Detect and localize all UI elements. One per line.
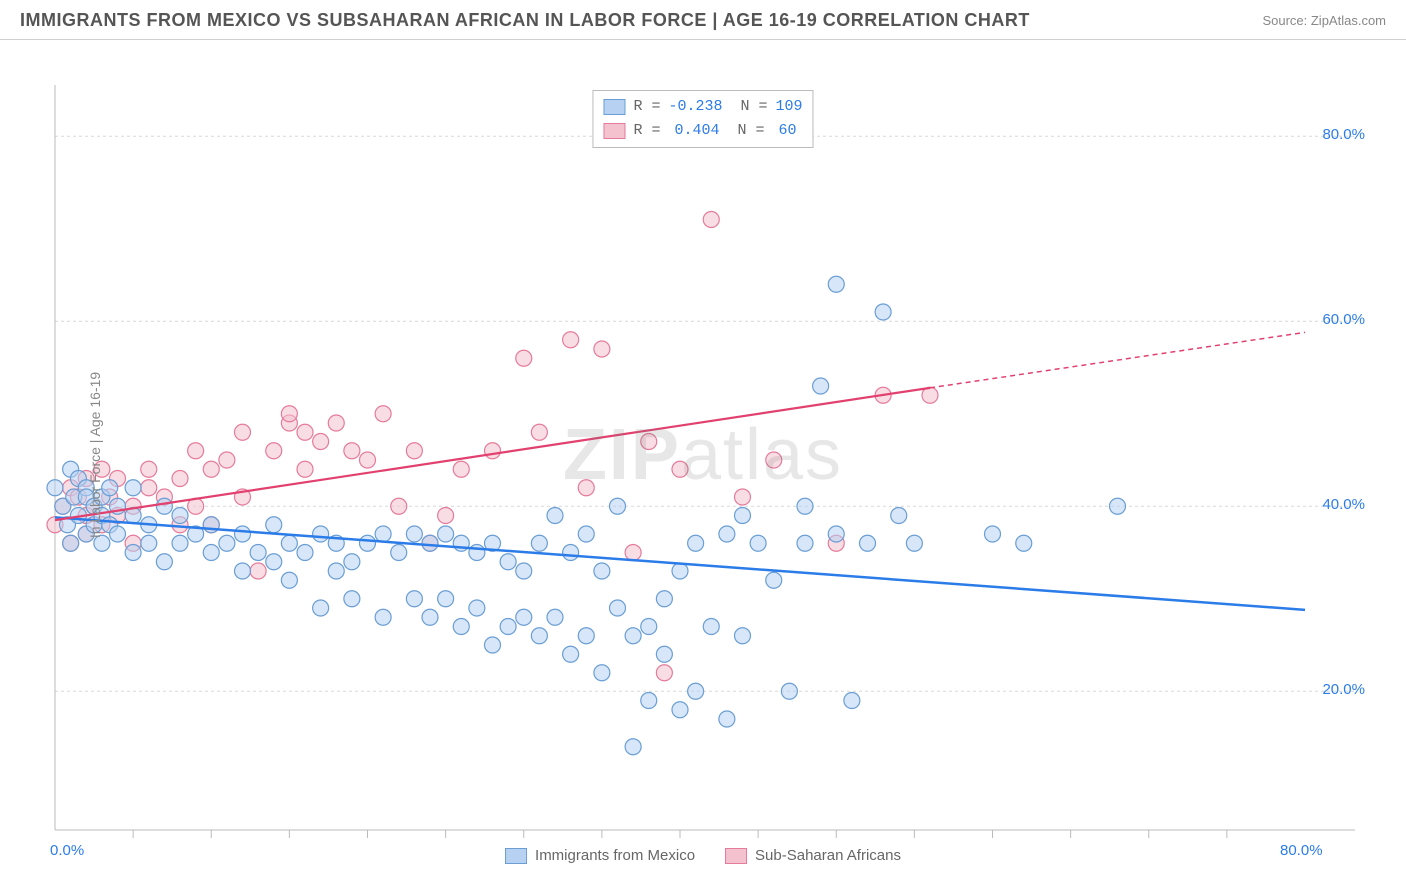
x-tick-label: 80.0%: [1280, 842, 1323, 859]
legend-label-subsaharan: Sub-Saharan Africans: [755, 847, 901, 864]
chart-source: Source: ZipAtlas.com: [1262, 13, 1386, 28]
legend-swatch-subsaharan: [725, 848, 747, 864]
stat-r-label: R =: [633, 119, 660, 143]
chart-area: In Labor Force | Age 16-19 ZIPatlas R = …: [0, 40, 1406, 870]
y-axis-label: In Labor Force | Age 16-19: [87, 372, 103, 538]
swatch-mexico: [603, 99, 625, 115]
stats-row-subsaharan: R = 0.404 N = 60: [603, 119, 802, 143]
stats-box: R = -0.238 N = 109 R = 0.404 N = 60: [592, 90, 813, 148]
y-tick-label: 60.0%: [1322, 311, 1365, 328]
stat-n-label: N =: [741, 95, 768, 119]
y-tick-label: 20.0%: [1322, 681, 1365, 698]
swatch-subsaharan: [603, 123, 625, 139]
stats-row-mexico: R = -0.238 N = 109: [603, 95, 802, 119]
stat-n-subsaharan: 60: [779, 119, 797, 143]
y-tick-label: 40.0%: [1322, 496, 1365, 513]
stat-n-mexico: 109: [776, 95, 803, 119]
stat-n-label: N =: [738, 119, 765, 143]
scatter-plot: [0, 40, 1406, 870]
legend-item-mexico: Immigrants from Mexico: [505, 847, 695, 864]
y-tick-label: 80.0%: [1322, 126, 1365, 143]
stat-r-mexico: -0.238: [668, 95, 722, 119]
stat-r-subsaharan: 0.404: [674, 119, 719, 143]
bottom-legend: Immigrants from Mexico Sub-Saharan Afric…: [505, 847, 901, 864]
chart-title: IMMIGRANTS FROM MEXICO VS SUBSAHARAN AFR…: [20, 10, 1030, 31]
legend-item-subsaharan: Sub-Saharan Africans: [725, 847, 901, 864]
legend-label-mexico: Immigrants from Mexico: [535, 847, 695, 864]
stat-r-label: R =: [633, 95, 660, 119]
legend-swatch-mexico: [505, 848, 527, 864]
x-tick-label: 0.0%: [50, 842, 84, 859]
header: IMMIGRANTS FROM MEXICO VS SUBSAHARAN AFR…: [0, 0, 1406, 40]
